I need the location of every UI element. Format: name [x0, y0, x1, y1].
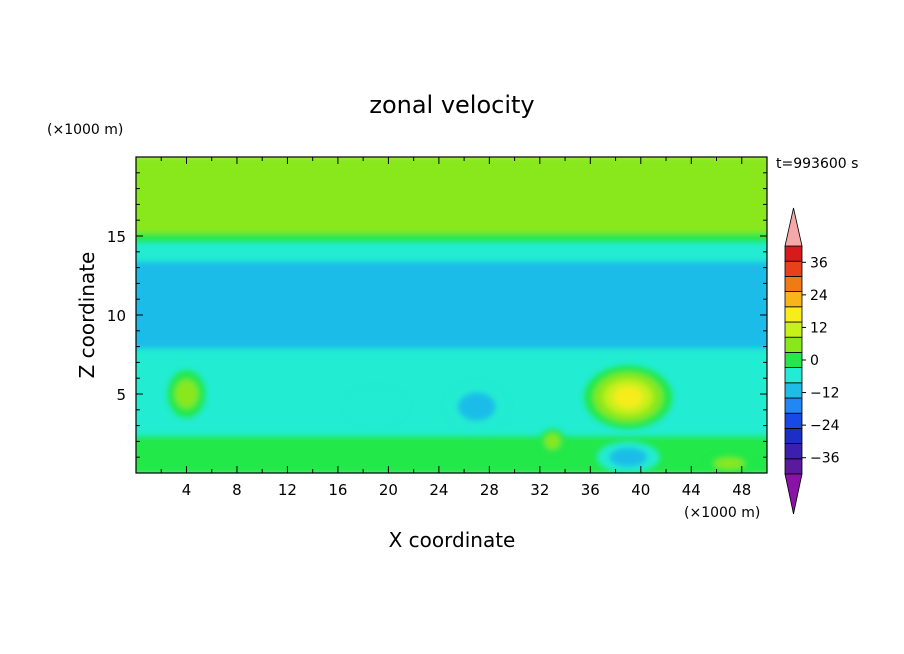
colorbar-swatch-7 — [784, 351, 803, 368]
colorbar-swatch-14 — [784, 245, 803, 262]
colorbar-tick-label: −24 — [810, 418, 840, 434]
y-tick-label: 15 — [107, 228, 126, 246]
colorbar-swatch-5 — [784, 382, 803, 399]
colorbar: 36 24 12 0 −12 −24 −36 — [784, 207, 840, 515]
colorbar-swatch-6 — [784, 367, 803, 384]
time-label: t=993600 s — [776, 156, 858, 172]
x-tick-label: 4 — [182, 481, 192, 499]
colorbar-over-triangle — [784, 207, 803, 247]
contour-feature-4 — [703, 454, 755, 473]
contour-band-1 — [136, 344, 767, 436]
x-tick-label: 44 — [682, 481, 701, 499]
colorbar-tick-label: 0 — [810, 353, 819, 369]
colorbar-swatch-0 — [784, 458, 803, 475]
contour-band-3 — [136, 238, 767, 262]
x-tick-label: 16 — [328, 481, 347, 499]
colorbar-swatch-9 — [784, 321, 803, 338]
contour-band-5 — [136, 186, 767, 234]
colorbar-swatch-1 — [784, 443, 803, 460]
y-tick-label: 10 — [107, 307, 126, 325]
x-tick-label: 20 — [379, 481, 398, 499]
colorbar-swatch-11 — [784, 291, 803, 308]
x-tick-label: 12 — [278, 481, 297, 499]
contour-field — [136, 157, 767, 473]
colorbar-tick-label: −12 — [810, 386, 840, 402]
chart-title: zonal velocity — [369, 91, 534, 119]
colorbar-swatch-12 — [784, 275, 803, 292]
contour-band-6 — [136, 157, 767, 191]
colorbar-swatch-8 — [784, 336, 803, 353]
colorbar-tick-label: 24 — [810, 288, 828, 304]
colorbar-tick-label: −36 — [810, 451, 840, 467]
contour-band-0 — [136, 431, 767, 473]
contour-band-2 — [136, 257, 767, 349]
contour-feature-5 — [539, 428, 566, 455]
contour-feature-2 — [596, 441, 660, 473]
contour-feature-6 — [344, 387, 408, 426]
contour-feature-3 — [167, 370, 206, 418]
x-tick-label: 32 — [530, 481, 549, 499]
x-tick-label: 24 — [429, 481, 448, 499]
x-unit-label: (×1000 m) — [684, 505, 760, 521]
y-axis-label: Z coordinate — [75, 252, 99, 379]
x-axis: 4 8 12 16 20 24 28 32 36 40 44 48 — [160, 157, 751, 499]
colorbar-swatch-3 — [784, 412, 803, 429]
colorbar-swatch-10 — [784, 306, 803, 323]
contour-feature-0 — [584, 365, 673, 429]
colorbar-tick-label: 36 — [810, 255, 828, 271]
x-tick-label: 40 — [631, 481, 650, 499]
x-tick-label: 28 — [480, 481, 499, 499]
x-tick-label: 48 — [732, 481, 751, 499]
x-axis-label: X coordinate — [389, 528, 516, 552]
x-tick-label: 8 — [232, 481, 242, 499]
colorbar-under-triangle — [784, 473, 803, 515]
y-unit-label: (×1000 m) — [47, 122, 123, 138]
y-axis: 5 10 15 — [107, 172, 767, 458]
colorbar-swatch-13 — [784, 260, 803, 277]
colorbar-tick-label: 12 — [810, 320, 828, 336]
contour-feature-1 — [445, 382, 509, 431]
x-tick-label: 36 — [581, 481, 600, 499]
y-tick-label: 5 — [116, 386, 126, 404]
colorbar-swatch-2 — [784, 427, 803, 444]
colorbar-swatch-4 — [784, 397, 803, 414]
